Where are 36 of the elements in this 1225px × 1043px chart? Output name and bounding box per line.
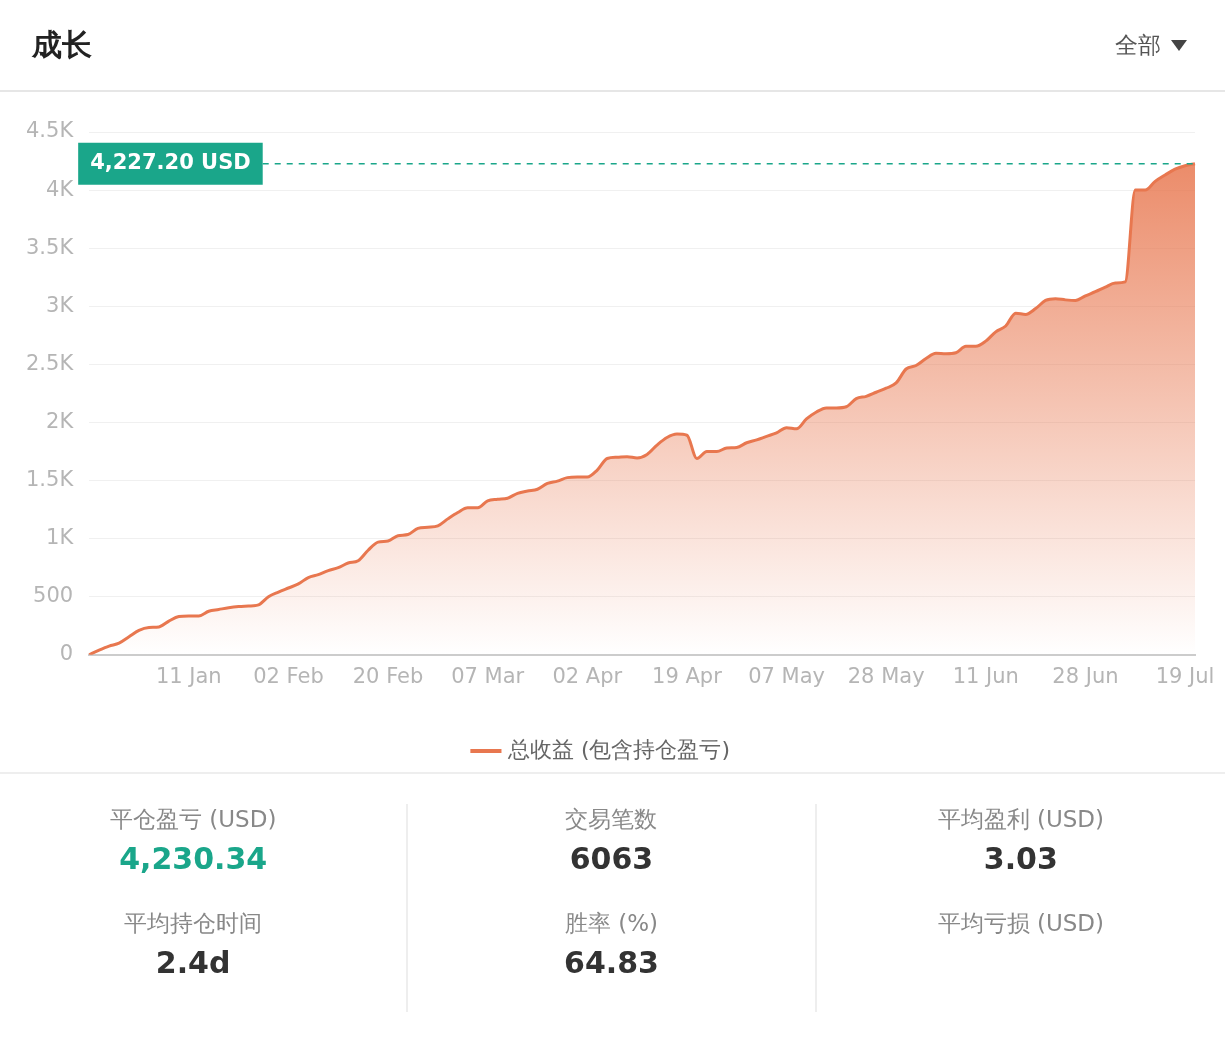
y-tick-label: 500 — [33, 583, 74, 608]
y-tick-label: 1K — [46, 525, 75, 550]
y-tick-label: 3.5K — [26, 234, 75, 259]
text: 6063 — [568, 841, 655, 876]
y-tick-label: 3K — [46, 292, 75, 317]
text: 平均盈利 (USD) — [936, 805, 1106, 834]
y-tick-label: 4.5K — [26, 118, 75, 143]
y-tick-label: 0 — [59, 641, 74, 666]
text: 全部 — [1115, 30, 1161, 60]
text: 64.83 — [563, 945, 660, 980]
x-tick-label: 07 May — [748, 663, 825, 688]
text: 胜率 (%) — [563, 909, 660, 938]
x-tick-label: 02 Feb — [253, 663, 324, 688]
text: 平均持仓时间 — [123, 909, 264, 938]
x-tick-label: 07 Mar — [451, 663, 525, 688]
x-tick-label: 11 Jan — [155, 663, 222, 688]
chart-title: 成长 — [32, 25, 92, 64]
text: 2.4d — [154, 945, 232, 980]
x-tick-label: 20 Feb — [352, 663, 424, 688]
text: 3.03 — [982, 841, 1059, 876]
text: 交易笔数 — [564, 805, 659, 834]
y-tick-label: 2.5K — [26, 350, 75, 375]
y-tick-label: 2K — [46, 408, 75, 433]
text: 平仓盈亏 (USD) — [108, 805, 278, 834]
text: 4,230.34 — [118, 841, 269, 876]
x-tick-label: 28 May — [847, 663, 925, 688]
x-tick-label: 28 Jun — [1052, 663, 1119, 688]
x-tick-label: 02 Apr — [552, 663, 623, 688]
y-tick-label: 1.5K — [26, 466, 75, 491]
x-tick-label: 19 Apr — [652, 663, 723, 688]
legend-label: 总收益 (包含持仓盈亏) — [506, 736, 731, 762]
x-tick-label: 11 Jun — [952, 663, 1019, 688]
ref-line-label: 4,227.20 USD — [90, 150, 251, 175]
x-tick-label: 19 Jul — [1155, 663, 1215, 688]
y-tick-label: 4K — [46, 176, 75, 201]
text: 平均亏损 (USD) — [936, 909, 1106, 938]
